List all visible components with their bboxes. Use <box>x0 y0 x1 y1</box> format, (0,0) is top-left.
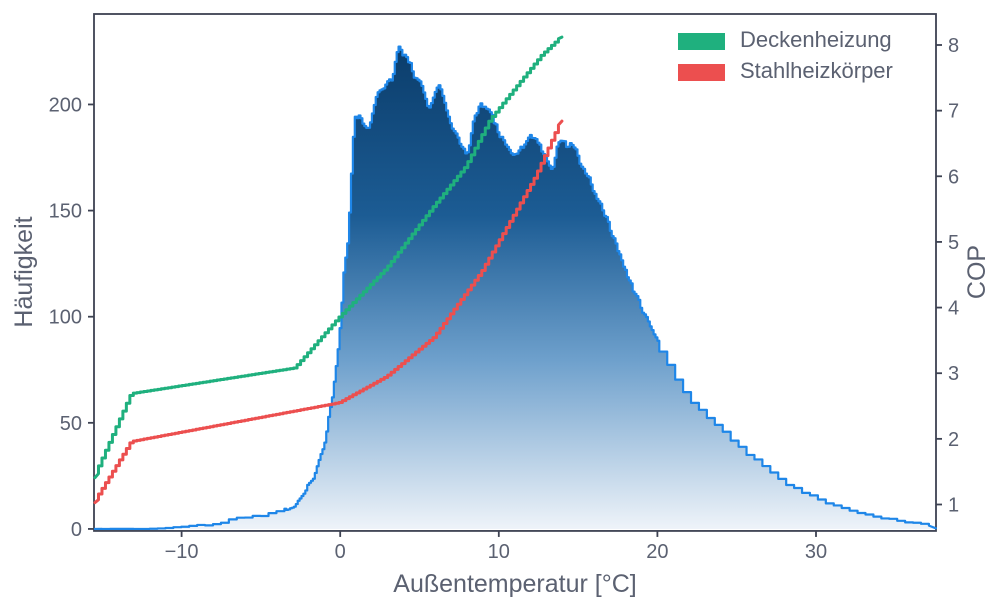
svg-text:Stahlheizkörper: Stahlheizkörper <box>740 58 893 83</box>
svg-text:1: 1 <box>948 495 959 517</box>
svg-text:Deckenheizung: Deckenheizung <box>740 27 892 52</box>
svg-text:−10: −10 <box>165 541 199 563</box>
svg-text:50: 50 <box>60 413 82 435</box>
svg-text:6: 6 <box>948 166 959 188</box>
svg-text:4: 4 <box>948 298 959 320</box>
svg-text:10: 10 <box>488 541 510 563</box>
svg-text:0: 0 <box>335 541 346 563</box>
svg-text:COP: COP <box>963 245 991 299</box>
svg-text:200: 200 <box>49 94 82 116</box>
svg-text:30: 30 <box>805 541 827 563</box>
svg-text:Außentemperatur [°C]: Außentemperatur [°C] <box>393 570 636 598</box>
svg-text:Häufigkeit: Häufigkeit <box>10 216 38 327</box>
svg-text:100: 100 <box>49 307 82 329</box>
svg-text:20: 20 <box>646 541 668 563</box>
svg-text:5: 5 <box>948 232 959 254</box>
svg-text:7: 7 <box>948 101 959 123</box>
svg-text:150: 150 <box>49 201 82 223</box>
svg-text:2: 2 <box>948 429 959 451</box>
svg-text:0: 0 <box>71 519 82 541</box>
svg-text:8: 8 <box>948 35 959 57</box>
svg-text:3: 3 <box>948 363 959 385</box>
